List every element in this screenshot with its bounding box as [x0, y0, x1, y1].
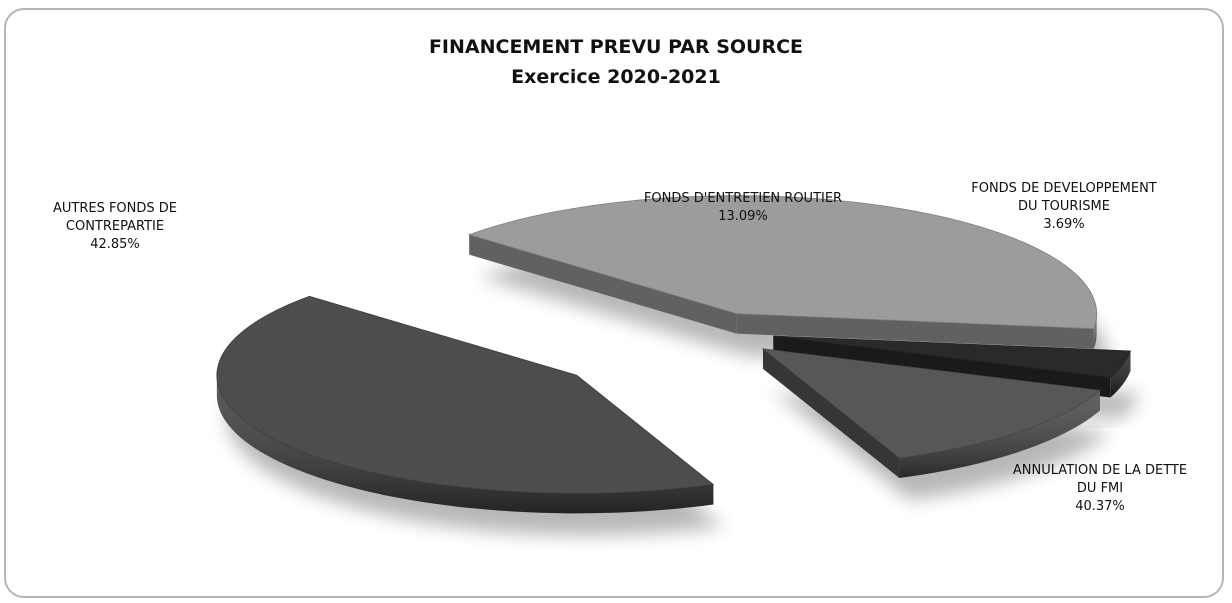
- slice-rim-shade: [899, 390, 1100, 479]
- slice-top-tourisme: [773, 335, 1132, 378]
- slice-value-label: 40.37%: [1075, 499, 1125, 514]
- slice-label-autres-fonds: AUTRES FONDS DE CONTREPARTIE 42.85%: [30, 200, 200, 254]
- slice-label-text: AUTRES FONDS DE: [52, 201, 178, 216]
- slice-rim-shade: [216, 375, 714, 514]
- slice-label-entretien-routier: FONDS D'ENTRETIEN ROUTIER 13.09%: [618, 190, 868, 226]
- slice-label-text: FONDS D'ENTRETIEN ROUTIER: [643, 191, 843, 206]
- slice-label-text: DU FMI: [1076, 481, 1124, 496]
- slice-top-entretien-routier: [761, 348, 1101, 459]
- slice-label-text: FONDS DE DEVELOPPEMENT: [971, 181, 1157, 196]
- slice-side-face: [469, 234, 737, 334]
- slice-label-tourisme: FONDS DE DEVELOPPEMENT DU TOURISME 3.69%: [944, 180, 1184, 234]
- slice-entretien-routier: [761, 348, 1101, 479]
- chart-title: FINANCEMENT PREVU PAR SOURCE: [428, 36, 804, 58]
- slice-side-face: [736, 313, 1094, 349]
- slice-top-dette-fmi: [467, 195, 1098, 330]
- slice-label-text: ANNULATION DE LA DETTE: [1012, 463, 1188, 478]
- slice-label-text: CONTREPARTIE: [65, 219, 165, 234]
- slice-value-label: 13.09%: [718, 209, 768, 224]
- slice-value-label: 3.69%: [1043, 217, 1085, 232]
- chart-subtitle: Exercice 2020-2021: [511, 66, 721, 88]
- slice-label-dette-fmi: ANNULATION DE LA DETTE DU FMI 40.37%: [990, 462, 1210, 516]
- slice-autres-fonds: [216, 295, 715, 514]
- slice-label-text: DU TOURISME: [1018, 199, 1110, 214]
- slice-top-autres-fonds: [216, 295, 715, 494]
- slice-rim-shade: [1110, 351, 1131, 398]
- slice-side-face: [763, 348, 900, 479]
- slice-value-label: 42.85%: [90, 237, 140, 252]
- slice-dette-fmi: [467, 195, 1098, 349]
